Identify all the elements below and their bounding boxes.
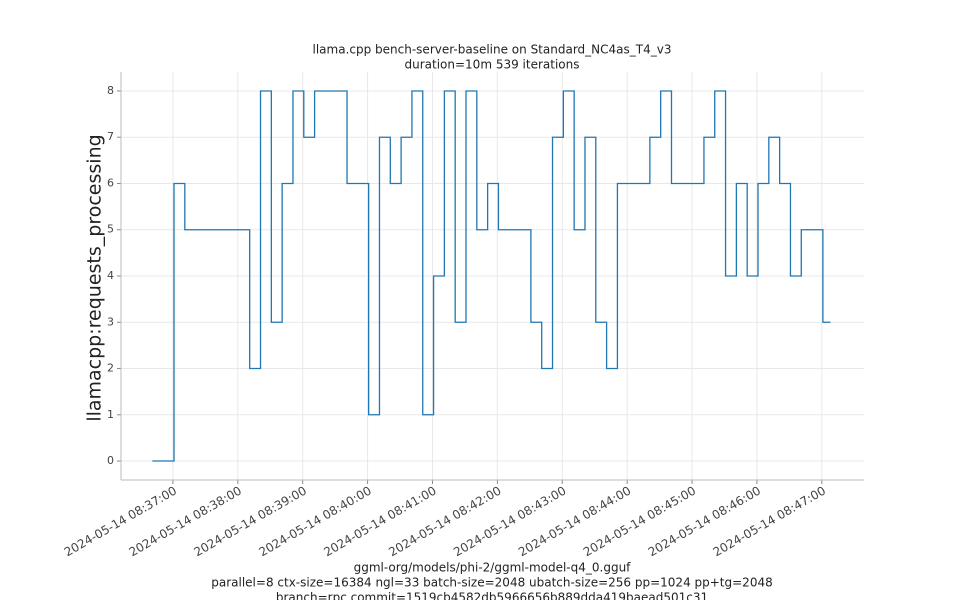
x-tick-label: 2024-05-14 08:45:00 <box>581 484 698 560</box>
y-tick-label: 0 <box>107 454 114 467</box>
data-line <box>152 90 831 462</box>
y-tick-label: 8 <box>107 84 114 97</box>
y-tick-label: 1 <box>107 408 114 421</box>
x-tick-label: 2024-05-14 08:42:00 <box>386 484 503 560</box>
x-tick-label: 2024-05-14 08:46:00 <box>646 484 763 560</box>
x-tick-label: 2024-05-14 08:43:00 <box>451 484 568 560</box>
x-tick-label: 2024-05-14 08:37:00 <box>62 484 179 560</box>
chart-subtitle: duration=10m 539 iterations <box>405 58 580 72</box>
x-tick-label: 2024-05-14 08:44:00 <box>516 484 633 560</box>
x-tick-label: 2024-05-14 08:38:00 <box>127 484 244 560</box>
x-tick-label: 2024-05-14 08:41:00 <box>321 484 438 560</box>
y-axis-label: llamacpp:requests_processing <box>84 134 106 421</box>
x-axis-label: ggml-org/models/phi-2/ggml-model-q4_0.gg… <box>354 561 632 575</box>
x-tick-label: 2024-05-14 08:47:00 <box>711 484 828 560</box>
x-tick-label: 2024-05-14 08:39:00 <box>192 484 309 560</box>
y-tick-label: 2 <box>107 362 114 375</box>
y-tick-label: 6 <box>107 176 114 189</box>
y-tick-label: 4 <box>107 269 114 282</box>
x-tick-label: 2024-05-14 08:40:00 <box>256 484 373 560</box>
x-axis-label: parallel=8 ctx-size=16384 ngl=33 batch-s… <box>211 576 772 590</box>
chart-title: llama.cpp bench-server-baseline on Stand… <box>313 43 672 57</box>
y-tick-label: 3 <box>107 315 114 328</box>
x-axis-label: branch=rpc commit=1519cb4582db5966656b88… <box>276 591 708 600</box>
y-tick-label: 5 <box>107 223 114 236</box>
y-tick-label: 7 <box>107 130 114 143</box>
